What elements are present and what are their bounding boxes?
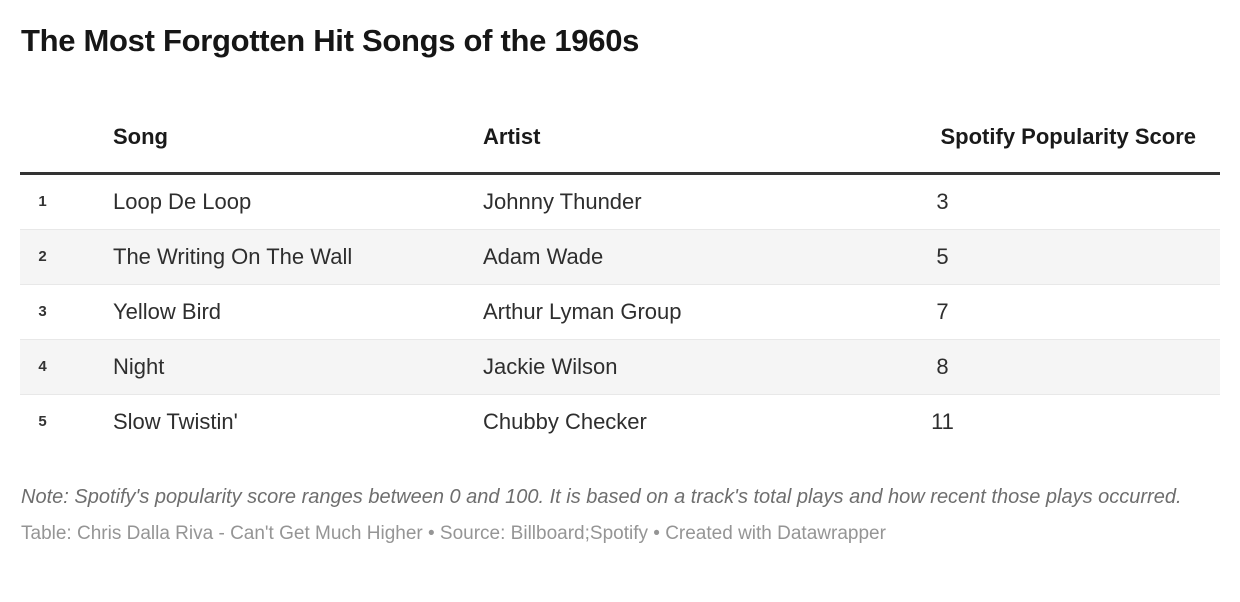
table-row: 2 The Writing On The Wall Adam Wade 5 — [20, 229, 1220, 285]
row-song-cell: The Writing On The Wall — [113, 244, 353, 269]
row-rank-cell: 2 — [38, 248, 47, 265]
row-artist-cell: Adam Wade — [483, 244, 604, 269]
row-artist-cell: Johnny Thunder — [483, 189, 642, 214]
table-note: Note: Spotify's popularity score ranges … — [21, 486, 1182, 508]
table-row: 1 Loop De Loop Johnny Thunder 3 — [20, 174, 1220, 230]
table-footer: Table: Chris Dalla Riva - Can't Get Much… — [21, 523, 886, 544]
row-song-cell: Night — [113, 354, 165, 379]
row-rank-cell: 1 — [38, 193, 47, 210]
row-score-cell: 11 — [931, 409, 954, 434]
table-body: 1 Loop De Loop Johnny Thunder 3 2 The Wr… — [20, 174, 1220, 450]
page-title: The Most Forgotten Hit Songs of the 1960… — [21, 23, 640, 58]
row-rank-cell: 3 — [38, 303, 47, 320]
row-artist-cell: Chubby Checker — [483, 409, 647, 434]
row-song-cell: Slow Twistin' — [113, 409, 238, 434]
row-score-cell: 7 — [936, 299, 949, 324]
row-song-cell: Yellow Bird — [113, 299, 222, 324]
column-header-score: Spotify Popularity Score — [940, 124, 1197, 149]
table-header-row: Song Artist Spotify Popularity Score — [20, 90, 1220, 174]
table-row: 4 Night Jackie Wilson 8 — [20, 339, 1220, 395]
column-header-rank — [20, 90, 65, 174]
row-artist-cell: Jackie Wilson — [483, 354, 618, 379]
row-score-cell: 5 — [936, 244, 949, 269]
songs-table: Song Artist Spotify Popularity Score 1 L… — [20, 90, 1220, 449]
table-header: Song Artist Spotify Popularity Score — [20, 90, 1220, 174]
column-header-song: Song — [113, 124, 168, 149]
row-score-cell: 3 — [936, 189, 949, 214]
row-artist-cell: Arthur Lyman Group — [483, 299, 682, 324]
row-song-cell: Loop De Loop — [113, 189, 252, 214]
column-header-artist: Artist — [483, 124, 541, 149]
row-rank-cell: 5 — [38, 413, 47, 430]
row-score-cell: 8 — [936, 354, 949, 379]
table-row: 5 Slow Twistin' Chubby Checker 11 — [20, 395, 1220, 450]
table-row: 3 Yellow Bird Arthur Lyman Group 7 — [20, 285, 1220, 340]
row-rank-cell: 4 — [38, 358, 47, 375]
